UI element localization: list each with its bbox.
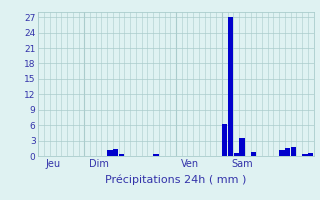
Bar	[234, 153, 239, 156]
Bar	[308, 153, 313, 156]
Bar	[239, 138, 244, 156]
Bar	[279, 150, 285, 156]
Bar	[228, 17, 233, 156]
Bar	[222, 124, 227, 156]
Bar	[113, 149, 118, 156]
Bar	[302, 154, 308, 156]
Bar	[251, 152, 256, 156]
Bar	[291, 147, 296, 156]
Bar	[108, 150, 113, 156]
Bar	[119, 154, 124, 156]
Bar	[153, 154, 158, 156]
Bar	[285, 148, 290, 156]
X-axis label: Précipitations 24h ( mm ): Précipitations 24h ( mm )	[105, 174, 247, 185]
